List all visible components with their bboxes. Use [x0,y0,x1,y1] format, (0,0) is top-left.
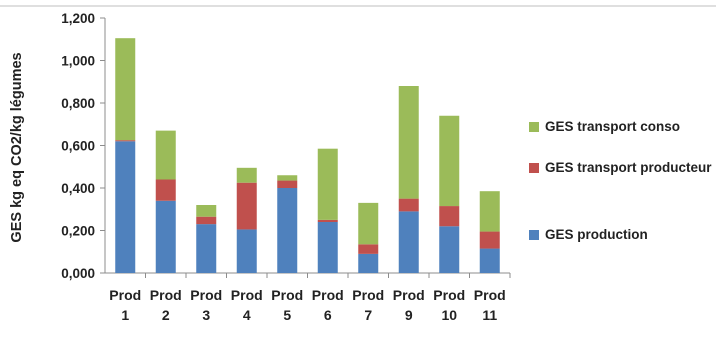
bar-segment-ges-transport-conso [439,116,459,206]
bar-segment-ges-production [358,254,378,273]
bar-segment-ges-transport-conso [358,203,378,244]
bar-segment-ges-production [237,229,257,273]
bar-segment-ges-production [156,201,176,273]
bar-segment-ges-production [196,224,216,273]
x-category-number: 9 [405,307,413,323]
bar-segment-ges-transport-conso [196,205,216,217]
x-category-number: 10 [441,307,457,323]
bar-segment-ges-production [277,188,297,273]
x-category-label: Prod [474,287,506,303]
bar-segment-ges-production [439,226,459,273]
y-tick-label: 1,000 [61,54,95,69]
bar-segment-ges-transport-producteur [277,181,297,188]
bar-segment-ges-transport-producteur [439,206,459,226]
y-tick-label: 0,200 [61,224,95,239]
bar-segment-ges-production [318,222,338,273]
x-category-number: 6 [324,307,332,323]
x-category-label: Prod [190,287,222,303]
x-category-label: Prod [150,287,182,303]
legend-label: GES production [545,227,648,242]
bar-segment-ges-transport-conso [277,175,297,180]
bar-segment-ges-production [115,141,135,273]
x-category-label: Prod [231,287,263,303]
bar-segment-ges-transport-conso [480,191,500,231]
x-category-number: 11 [482,307,497,323]
bar-segment-ges-transport-conso [115,38,135,140]
x-category-number: 4 [243,307,251,323]
bar-segment-ges-transport-conso [399,86,419,199]
legend-label: GES transport producteur [545,160,712,175]
bar-segment-ges-transport-producteur [358,244,378,254]
legend-label: GES transport conso [545,119,680,134]
y-tick-label: 0,400 [61,181,95,196]
bar-segment-ges-transport-producteur [237,183,257,230]
y-tick-label: 1,200 [61,11,95,26]
bar-segment-ges-production [480,249,500,273]
legend-swatch [529,230,539,240]
x-category-label: Prod [271,287,303,303]
y-tick-label: 0,000 [61,266,95,281]
bar-segment-ges-transport-conso [237,168,257,183]
bar-segment-ges-transport-producteur [196,217,216,224]
bar-segment-ges-transport-producteur [156,180,176,201]
x-category-label: Prod [312,287,344,303]
y-axis-title: GES kg eq CO2/kg légumes [9,52,25,242]
bar-segment-ges-transport-conso [318,149,338,220]
y-tick-label: 0,600 [61,139,95,154]
x-category-number: 7 [364,307,372,323]
y-tick-label: 0,800 [61,96,95,111]
x-category-label: Prod [109,287,141,303]
x-category-number: 5 [283,307,291,323]
x-category-label: Prod [352,287,384,303]
bar-segment-ges-transport-producteur [399,199,419,212]
x-category-number: 2 [162,307,170,323]
bar-segment-ges-transport-producteur [115,140,135,141]
bar-segment-ges-transport-producteur [318,220,338,222]
bar-segment-ges-production [399,211,419,273]
bar-segment-ges-transport-conso [156,131,176,180]
x-category-number: 1 [121,307,129,323]
legend-swatch [529,163,539,173]
x-category-label: Prod [393,287,425,303]
x-category-label: Prod [433,287,465,303]
x-category-number: 3 [202,307,210,323]
legend-swatch [529,122,539,132]
bar-segment-ges-transport-producteur [480,232,500,249]
